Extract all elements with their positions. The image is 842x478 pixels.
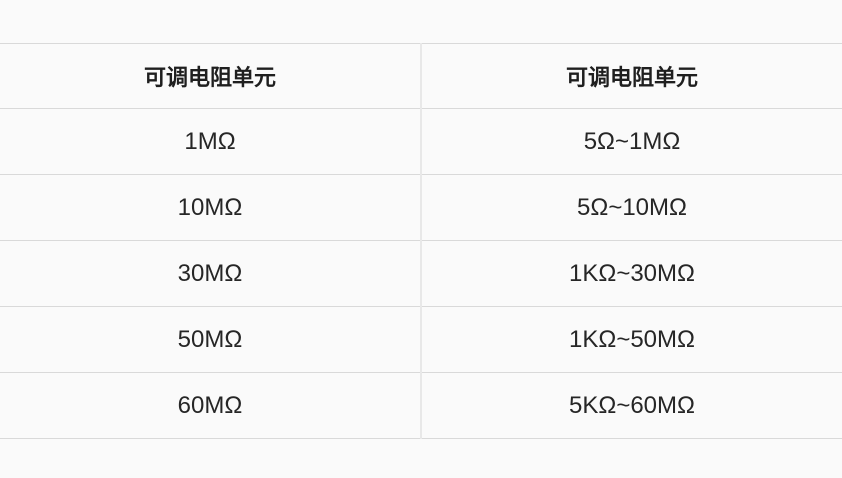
resistance-spec-table: 可调电阻单元 可调电阻单元 1MΩ 5Ω~1MΩ 10MΩ 5Ω~10MΩ 30… (0, 43, 842, 439)
cell-range: 5Ω~10MΩ (421, 174, 842, 241)
table-row: 30MΩ 1KΩ~30MΩ (0, 240, 842, 307)
cell-unit: 60MΩ (0, 372, 422, 439)
column-header-range: 可调电阻单元 (421, 43, 842, 109)
column-header-unit: 可调电阻单元 (0, 43, 422, 109)
table-row: 1MΩ 5Ω~1MΩ (0, 108, 842, 175)
cell-unit: 30MΩ (0, 240, 422, 307)
cell-unit: 10MΩ (0, 174, 422, 241)
cell-range: 5Ω~1MΩ (421, 108, 842, 175)
cell-unit: 50MΩ (0, 306, 422, 373)
table-row: 10MΩ 5Ω~10MΩ (0, 174, 842, 241)
header-row: 可调电阻单元 可调电阻单元 (0, 43, 842, 109)
table-row: 60MΩ 5KΩ~60MΩ (0, 372, 842, 439)
cell-range: 1KΩ~30MΩ (421, 240, 842, 307)
cell-range: 1KΩ~50MΩ (421, 306, 842, 373)
cell-range: 5KΩ~60MΩ (569, 391, 695, 419)
cell-unit: 1MΩ (0, 108, 422, 175)
table-row: 50MΩ 1KΩ~50MΩ (0, 306, 842, 373)
